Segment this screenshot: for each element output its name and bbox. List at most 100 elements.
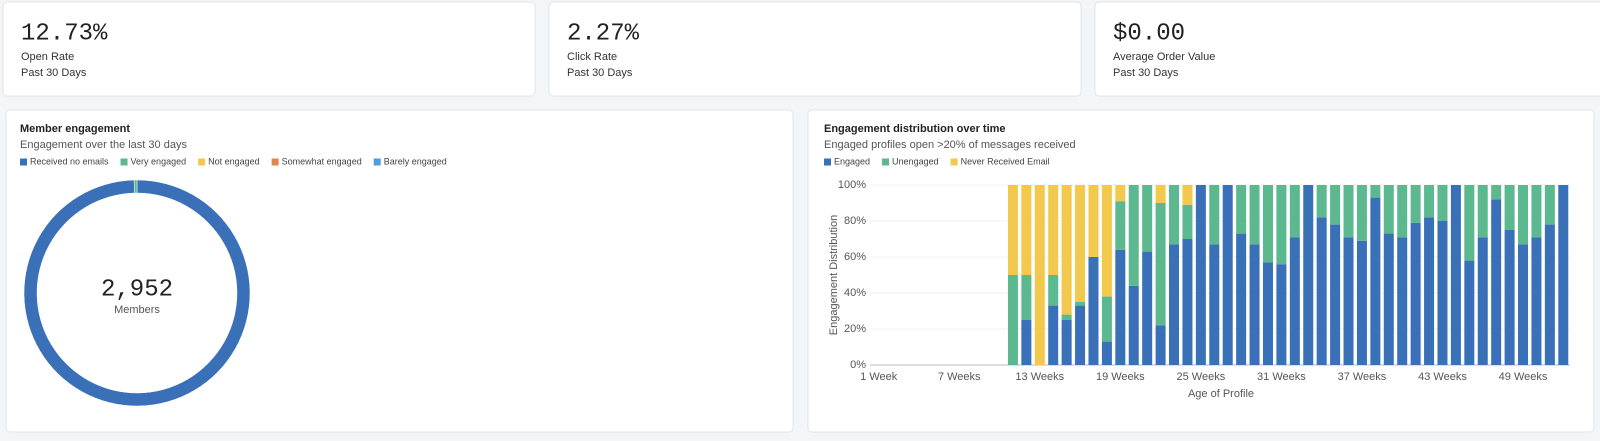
x-tick-label: 19 Weeks bbox=[1096, 371, 1145, 383]
bar-segment bbox=[1115, 201, 1126, 250]
legend-swatch bbox=[824, 158, 831, 166]
bar-segment bbox=[1209, 185, 1220, 245]
center-label: Members bbox=[114, 304, 160, 316]
bar-segment bbox=[1169, 185, 1180, 245]
bar-segment bbox=[1048, 305, 1059, 365]
bar-segment bbox=[1544, 185, 1555, 225]
bar-segment bbox=[1155, 185, 1166, 203]
legend-label: Received no emails bbox=[30, 156, 109, 166]
x-tick-label: 49 Weeks bbox=[1499, 371, 1548, 383]
x-tick-label: 31 Weeks bbox=[1257, 371, 1306, 383]
bar-segment bbox=[1437, 221, 1448, 365]
y-axis-title: Engagement Distribution bbox=[828, 215, 840, 335]
legend-label: Unengaged bbox=[892, 156, 939, 166]
bar-segment bbox=[1518, 244, 1529, 365]
panel bbox=[1094, 1, 1600, 97]
bar-segment bbox=[1061, 320, 1072, 365]
bar-segment bbox=[1450, 185, 1461, 365]
bar-segment bbox=[1356, 240, 1367, 365]
bar-segment bbox=[1464, 260, 1475, 365]
bar-segment bbox=[1169, 244, 1180, 365]
bar-segment bbox=[1437, 185, 1448, 221]
x-tick-label: 25 Weeks bbox=[1177, 371, 1226, 383]
bar-segment bbox=[1558, 185, 1569, 365]
chart-title: Engagement distribution over time bbox=[824, 123, 1006, 135]
y-tick-label: 60% bbox=[844, 251, 866, 263]
bar-segment bbox=[1128, 285, 1139, 365]
kpi-period: Past 30 Days bbox=[1113, 67, 1179, 79]
y-tick-label: 100% bbox=[838, 179, 866, 191]
legend-label: Not engaged bbox=[208, 156, 260, 166]
bar-segment bbox=[1007, 185, 1018, 275]
kpi-label: Click Rate bbox=[567, 51, 617, 63]
bar-segment bbox=[1155, 325, 1166, 365]
bar-segment bbox=[1504, 230, 1515, 365]
bar-segment bbox=[1262, 262, 1273, 365]
bar-segment bbox=[1048, 275, 1059, 306]
bar-segment bbox=[1424, 217, 1435, 365]
bar-segment bbox=[1383, 185, 1394, 234]
panel bbox=[5, 109, 794, 433]
donut-slice bbox=[23, 179, 251, 407]
x-tick-label: 7 Weeks bbox=[938, 371, 981, 383]
y-tick-label: 40% bbox=[844, 287, 866, 299]
bar-segment bbox=[1316, 185, 1327, 218]
bar-segment bbox=[1370, 197, 1381, 365]
bar-segment bbox=[1262, 185, 1273, 263]
bar-segment bbox=[1209, 244, 1220, 365]
bar-segment bbox=[1343, 185, 1354, 238]
bar-segment bbox=[1061, 314, 1072, 320]
legend-swatch bbox=[373, 158, 381, 166]
bar-segment bbox=[1182, 185, 1193, 205]
legend-label: Engaged bbox=[834, 156, 870, 166]
kpi-label: Average Order Value bbox=[1113, 51, 1215, 63]
bar-segment bbox=[1356, 185, 1367, 241]
legend-swatch bbox=[950, 158, 958, 166]
bar-segment bbox=[1142, 185, 1153, 252]
bar-segment bbox=[1101, 296, 1112, 342]
bar-segment bbox=[1370, 185, 1381, 198]
bar-segment bbox=[1518, 185, 1529, 245]
y-tick-label: 80% bbox=[844, 215, 866, 227]
bar-segment bbox=[1424, 185, 1435, 218]
bar-segment bbox=[1289, 237, 1300, 365]
legend-swatch bbox=[271, 158, 279, 166]
bar-segment bbox=[1115, 185, 1126, 202]
x-tick-label: 43 Weeks bbox=[1418, 371, 1467, 383]
kpi-value: 12.73% bbox=[21, 20, 108, 47]
bar-segment bbox=[1182, 204, 1193, 239]
chart-subtitle: Engagement over the last 30 days bbox=[20, 139, 187, 151]
bar-segment bbox=[1410, 222, 1421, 365]
center-value: 2,952 bbox=[101, 276, 173, 303]
x-tick-label: 1 Week bbox=[860, 371, 898, 383]
bar-segment bbox=[1115, 249, 1126, 365]
bar-segment bbox=[1142, 251, 1153, 365]
legend-label: Very engaged bbox=[131, 156, 187, 166]
legend-label: Barely engaged bbox=[384, 156, 447, 166]
bar-segment bbox=[1491, 185, 1502, 200]
bar-segment bbox=[1155, 203, 1166, 326]
bar-segment bbox=[1088, 257, 1099, 365]
panel bbox=[2, 1, 536, 97]
bar-segment bbox=[1236, 185, 1247, 234]
bar-segment bbox=[1182, 239, 1193, 365]
bar-segment bbox=[1383, 233, 1394, 365]
legend-swatch bbox=[120, 158, 128, 166]
bar-segment bbox=[1477, 185, 1488, 238]
chart-subtitle: Engaged profiles open >20% of messages r… bbox=[824, 139, 1076, 151]
bar-segment bbox=[1088, 185, 1099, 257]
legend-swatch bbox=[882, 158, 890, 166]
bar-segment bbox=[1397, 237, 1408, 365]
x-axis-title: Age of Profile bbox=[1188, 388, 1254, 400]
legend-label: Never Received Email bbox=[961, 156, 1050, 166]
kpi-period: Past 30 Days bbox=[21, 67, 87, 79]
bar-segment bbox=[1544, 224, 1555, 365]
bar-segment bbox=[1236, 233, 1247, 365]
bar-segment bbox=[1222, 185, 1233, 365]
bar-segment bbox=[1021, 185, 1032, 275]
bar-segment bbox=[1101, 185, 1112, 297]
panel bbox=[548, 1, 1082, 97]
bar-segment bbox=[1034, 185, 1045, 365]
bar-segment bbox=[1249, 244, 1260, 365]
